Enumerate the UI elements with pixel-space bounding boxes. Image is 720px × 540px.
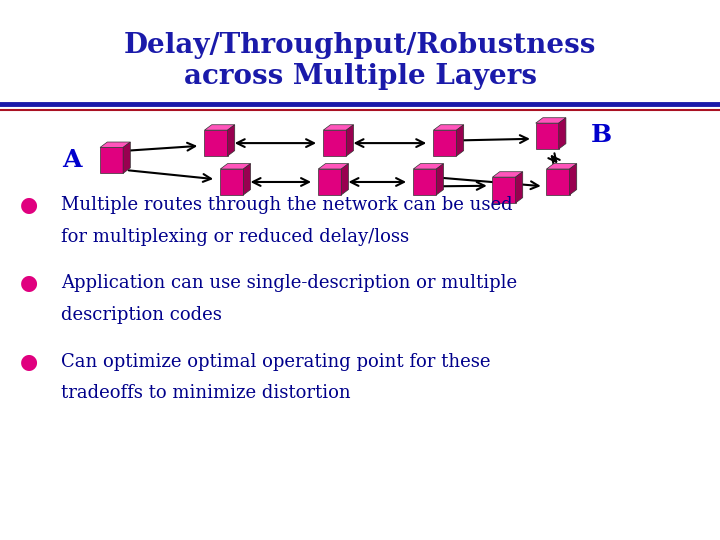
- Polygon shape: [559, 118, 566, 149]
- Polygon shape: [456, 125, 464, 156]
- Polygon shape: [318, 169, 341, 195]
- Text: B: B: [590, 123, 611, 147]
- Polygon shape: [433, 125, 464, 130]
- Polygon shape: [123, 142, 130, 173]
- Polygon shape: [220, 169, 243, 195]
- Polygon shape: [341, 164, 348, 195]
- Polygon shape: [220, 164, 251, 169]
- Polygon shape: [436, 164, 444, 195]
- Polygon shape: [318, 164, 348, 169]
- Polygon shape: [516, 172, 523, 203]
- Polygon shape: [243, 164, 251, 195]
- Text: ●: ●: [19, 195, 38, 215]
- Polygon shape: [546, 164, 577, 169]
- Polygon shape: [536, 123, 559, 149]
- Polygon shape: [346, 125, 354, 156]
- Text: for multiplexing or reduced delay/loss: for multiplexing or reduced delay/loss: [61, 227, 410, 246]
- Text: ●: ●: [19, 352, 38, 372]
- Polygon shape: [228, 125, 235, 156]
- Polygon shape: [433, 130, 456, 156]
- Polygon shape: [536, 118, 566, 123]
- Text: description codes: description codes: [61, 306, 222, 324]
- Polygon shape: [323, 125, 354, 130]
- Polygon shape: [492, 172, 523, 177]
- Text: A: A: [62, 148, 82, 172]
- Text: ●: ●: [19, 273, 38, 294]
- Text: Application can use single-description or multiple: Application can use single-description o…: [61, 274, 518, 293]
- Polygon shape: [413, 169, 436, 195]
- Polygon shape: [100, 142, 130, 147]
- Polygon shape: [323, 130, 346, 156]
- Text: tradeoffs to minimize distortion: tradeoffs to minimize distortion: [61, 384, 351, 402]
- Polygon shape: [546, 169, 570, 195]
- Polygon shape: [492, 177, 516, 203]
- Text: across Multiple Layers: across Multiple Layers: [184, 63, 536, 90]
- Polygon shape: [204, 125, 235, 130]
- Polygon shape: [204, 130, 228, 156]
- Text: Can optimize optimal operating point for these: Can optimize optimal operating point for…: [61, 353, 491, 371]
- Polygon shape: [570, 164, 577, 195]
- Polygon shape: [413, 164, 444, 169]
- Text: Delay/Throughput/Robustness: Delay/Throughput/Robustness: [124, 32, 596, 59]
- Polygon shape: [100, 147, 123, 173]
- Text: Multiple routes through the network can be used: Multiple routes through the network can …: [61, 196, 513, 214]
